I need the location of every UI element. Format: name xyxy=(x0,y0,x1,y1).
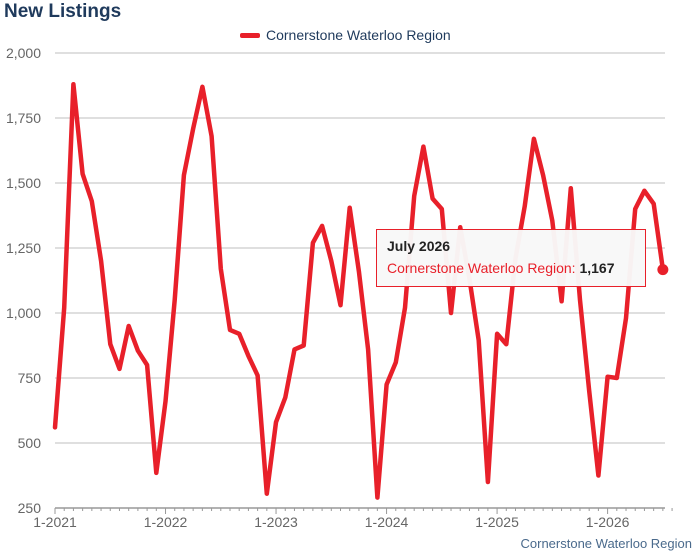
y-tick-label: 750 xyxy=(18,370,42,386)
tooltip: July 2026 Cornerstone Waterloo Region: 1… xyxy=(376,229,646,287)
y-tick-label: 1,750 xyxy=(6,110,41,126)
gridlines xyxy=(55,52,665,444)
legend-swatch xyxy=(240,32,260,38)
credit-label[interactable]: Cornerstone Waterloo Region xyxy=(520,536,693,551)
legend[interactable]: Cornerstone Waterloo Region xyxy=(240,27,451,43)
axes: 250 500 750 1,000 1,250 1,500 1,750 2,000 1-2021… xyxy=(6,45,673,530)
y-tick-label: 1,250 xyxy=(6,240,41,256)
x-tick-label: 1-2023 xyxy=(254,514,298,530)
y-tick-label: 1,000 xyxy=(6,305,41,321)
y-tick-label: 2,000 xyxy=(6,45,41,61)
x-tick-label: 1-2025 xyxy=(475,514,519,530)
x-tick-label: 1-2021 xyxy=(33,514,77,530)
x-tick-label: 1-2024 xyxy=(365,514,409,530)
tooltip-row: Cornerstone Waterloo Region: 1,167 xyxy=(387,260,635,276)
tooltip-value: 1,167 xyxy=(579,260,615,276)
y-tick-label: 250 xyxy=(18,500,42,516)
legend-label: Cornerstone Waterloo Region xyxy=(266,27,451,43)
tooltip-title: July 2026 xyxy=(387,238,451,254)
x-tick-label: 1-2026 xyxy=(586,514,630,530)
y-tick-label: 1,500 xyxy=(6,175,41,191)
x-tick-label: 1-2022 xyxy=(144,514,188,530)
series-line xyxy=(52,81,666,500)
tooltip-series-label: Cornerstone Waterloo Region: xyxy=(387,260,576,276)
y-tick-label: 500 xyxy=(18,435,42,451)
hover-marker xyxy=(657,264,669,276)
chart-title: New Listings xyxy=(4,1,122,22)
series-layer xyxy=(52,81,669,500)
